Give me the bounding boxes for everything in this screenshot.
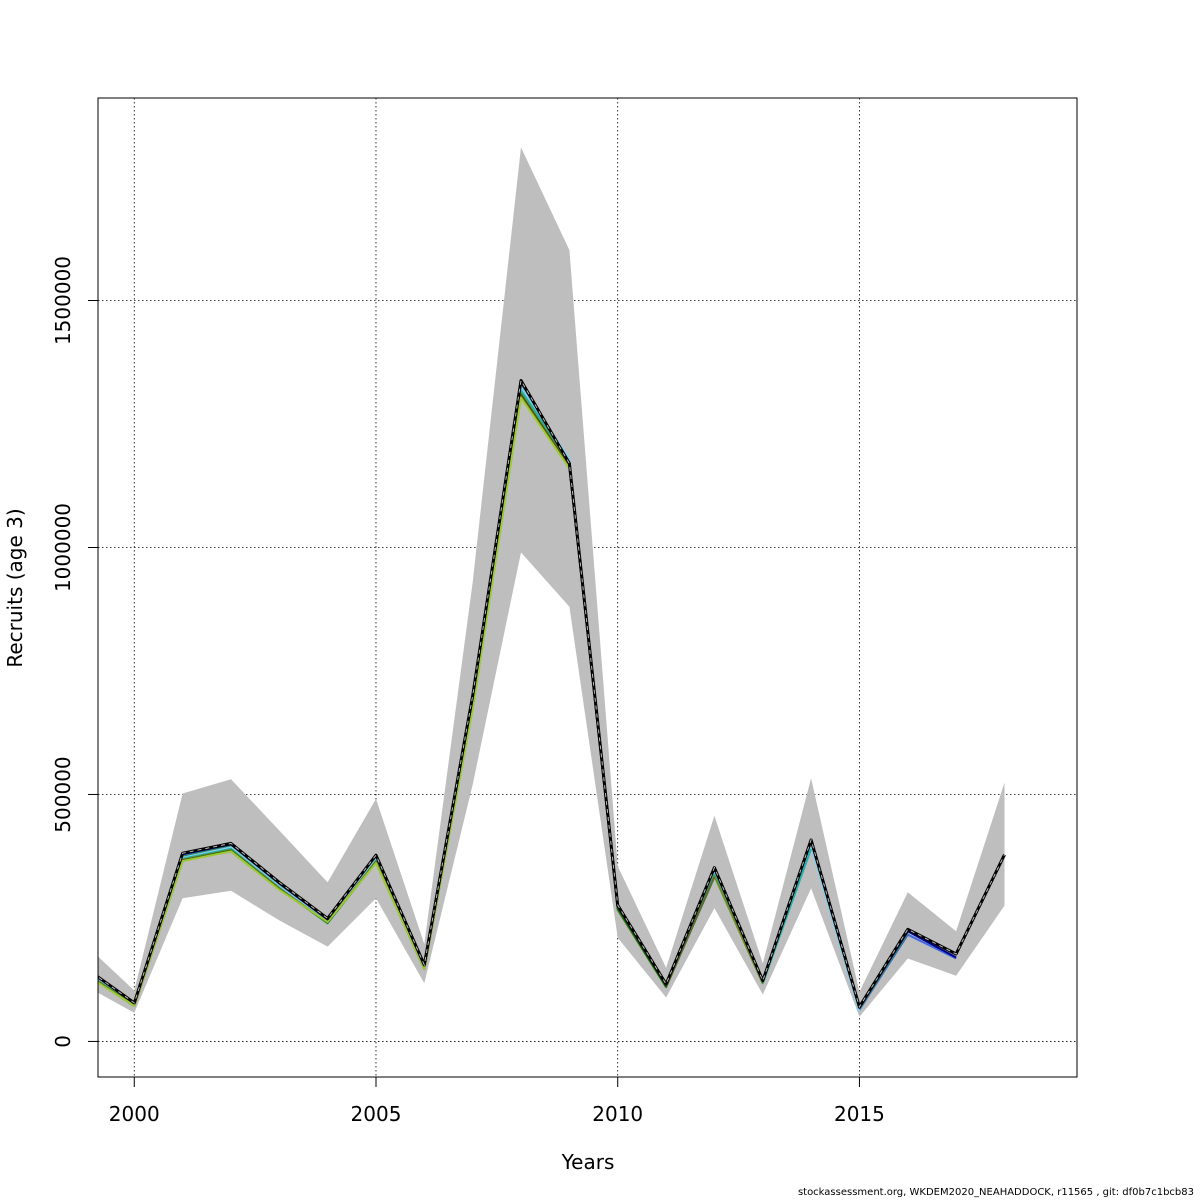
y-tick-label-3: 1500000 <box>51 256 75 345</box>
series-line-8 <box>98 396 571 1007</box>
x-tick-label-0: 2000 <box>109 1102 160 1126</box>
series-line-4 <box>98 392 764 1007</box>
x-axis-title: Years <box>561 1150 615 1174</box>
y-tick-label-0: 0 <box>51 1035 75 1048</box>
y-axis-ticks: 0 500000 1000000 1500000 <box>51 256 98 1048</box>
footer-credit: stockassessment.org, WKDEM2020_NEAHADDOC… <box>797 1187 1194 1198</box>
reference-line-solid <box>98 379 1006 1009</box>
x-tick-label-1: 2005 <box>351 1102 402 1126</box>
y-tick-label-1: 500000 <box>51 756 75 832</box>
confidence-band <box>98 147 1005 1017</box>
x-tick-label-2: 2010 <box>592 1102 643 1126</box>
x-axis-ticks: 2000 2005 2010 2015 <box>109 1077 885 1126</box>
y-axis-title: Recruits (age 3) <box>3 508 27 667</box>
y-tick-label-2: 1000000 <box>51 503 75 592</box>
plot-frame <box>97 97 1078 1078</box>
x-tick-label-3: 2015 <box>834 1102 885 1126</box>
